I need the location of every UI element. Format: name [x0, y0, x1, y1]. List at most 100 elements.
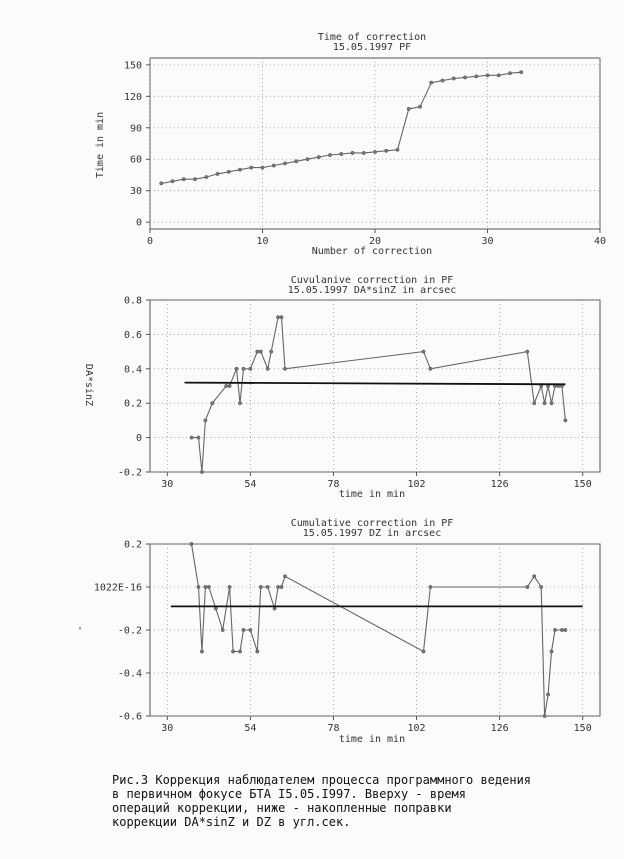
data-point — [559, 628, 564, 632]
x-tick-label: 30 — [161, 479, 173, 490]
data-point — [276, 315, 281, 320]
x-tick-label: 126 — [491, 723, 509, 734]
chart-title: Cumulative correction in PF — [291, 518, 454, 529]
data-point — [428, 585, 433, 589]
y-tick-label: 90 — [130, 123, 142, 134]
figure-caption: Рис.3 Коррекция наблюдателем процесса пр… — [112, 773, 532, 829]
x-tick-label: 102 — [408, 723, 426, 734]
data-point — [485, 73, 490, 78]
data-point — [224, 384, 229, 388]
data-point — [549, 401, 554, 406]
data-point — [227, 384, 232, 388]
data-point — [255, 649, 260, 654]
data-point — [283, 366, 287, 371]
y-tick-label: 0.2 — [124, 540, 142, 551]
data-point — [260, 165, 265, 170]
data-point — [418, 104, 422, 109]
data-point — [215, 171, 220, 176]
data-point — [265, 585, 270, 589]
data-point — [276, 585, 281, 589]
data-point — [328, 153, 332, 157]
data-point — [421, 649, 426, 654]
y-tick-label: 30 — [130, 186, 142, 197]
y-axis-label: DA*sinZ — [83, 364, 94, 406]
y-tick-label: -0.2 — [118, 626, 142, 637]
data-point — [196, 585, 201, 589]
y-tick-label: 0.8 — [124, 296, 142, 307]
chart-da-sinz: Cuvulanive correction in PF 15.05.1997 D… — [83, 275, 601, 500]
chart-subtitle: 15.05.1997 PF — [333, 42, 411, 53]
data-point — [231, 649, 236, 654]
data-point — [204, 175, 209, 180]
data-point — [196, 435, 201, 440]
data-point — [508, 71, 512, 76]
y-tick-label: -0.4 — [118, 669, 142, 680]
data-point — [451, 76, 456, 81]
data-point — [181, 177, 186, 182]
data-point — [199, 649, 204, 654]
data-point — [283, 161, 287, 166]
data-point — [519, 70, 524, 75]
series-line — [191, 316, 566, 473]
x-tick-label: 20 — [369, 236, 381, 247]
data-point — [210, 401, 215, 406]
data-point — [350, 150, 355, 155]
data-point — [241, 628, 246, 632]
data-point — [546, 692, 551, 697]
data-point — [272, 606, 277, 611]
x-axis-label: Number of correction — [312, 246, 432, 257]
data-point — [238, 401, 242, 406]
data-point — [463, 75, 467, 80]
data-point — [542, 714, 547, 718]
data-point — [249, 165, 254, 170]
data-point — [539, 585, 544, 589]
chart-title: Cuvulanive correction in PF — [291, 275, 454, 286]
data-point — [429, 80, 434, 85]
x-tick-label: 78 — [327, 479, 339, 490]
data-point — [248, 366, 253, 371]
chart-time-of-correction: Time of correction 15.05.1997 PF Number … — [95, 32, 606, 257]
data-point — [440, 78, 445, 83]
data-point — [279, 315, 284, 320]
x-tick-label: 0 — [147, 236, 153, 247]
data-point — [271, 163, 276, 168]
x-tick-label: 30 — [481, 236, 493, 247]
mean-line — [184, 381, 566, 386]
chart-title: Time of correction — [318, 32, 426, 43]
series-line — [161, 71, 522, 184]
y-tick-label: -0.6 — [118, 712, 142, 723]
data-point — [159, 181, 164, 186]
data-point — [406, 106, 411, 111]
data-point — [258, 349, 263, 354]
data-point — [189, 435, 194, 440]
x-tick-label: 102 — [408, 479, 426, 490]
x-tick-label: 150 — [574, 723, 592, 734]
data-point — [203, 585, 208, 589]
y-tick-label: 0 — [136, 433, 142, 444]
data-point — [305, 157, 310, 162]
y-tick-label: -0.2 — [118, 468, 142, 479]
data-point — [170, 179, 175, 184]
data-point — [238, 167, 242, 172]
data-point — [525, 585, 530, 589]
data-point — [265, 366, 270, 371]
data-point — [189, 542, 194, 546]
data-point — [238, 649, 242, 654]
data-point — [206, 585, 211, 589]
data-point — [553, 628, 557, 632]
y-tick-label: 150 — [124, 60, 142, 71]
y-axis-mark: ' — [77, 626, 83, 637]
data-point — [199, 470, 204, 474]
data-point — [283, 574, 287, 579]
data-point — [279, 585, 284, 589]
data-point — [203, 418, 208, 423]
data-point — [474, 74, 479, 79]
data-point — [339, 152, 344, 156]
data-point — [241, 366, 246, 371]
chart-subtitle: 15.05.1997 DZ in arcsec — [303, 528, 441, 539]
data-point — [532, 401, 537, 406]
data-point — [234, 366, 239, 371]
data-point — [395, 147, 400, 152]
data-point — [220, 628, 225, 632]
